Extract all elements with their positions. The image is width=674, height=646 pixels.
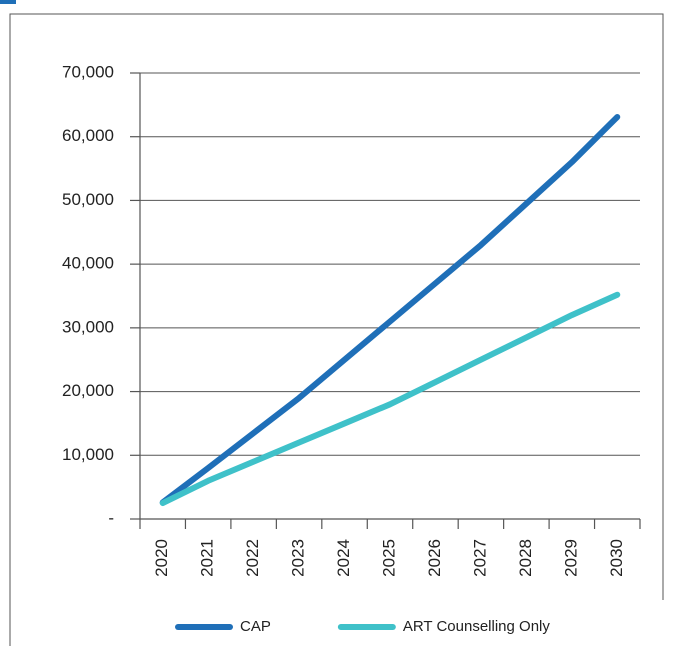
y-tick-label: 10,000 — [62, 445, 114, 464]
y-tick-label: 30,000 — [62, 317, 114, 336]
x-tick-label: 2024 — [334, 539, 353, 577]
x-tick-label: 2029 — [561, 539, 580, 577]
line — [159, 113, 621, 506]
legend-label: ART Counselling Only — [403, 618, 551, 635]
y-tick-label: 20,000 — [62, 381, 114, 400]
x-tick-label: 2025 — [379, 539, 398, 577]
x-tick-label: 2026 — [425, 539, 444, 577]
x-tick-label: 2020 — [152, 539, 171, 577]
y-tick-label: 50,000 — [62, 190, 114, 209]
legend-label: CAP — [240, 618, 271, 635]
y-tick-label: 40,000 — [62, 254, 114, 273]
frame — [9, 13, 664, 646]
x-tick-label: 2023 — [289, 539, 308, 577]
y-tick-label: 60,000 — [62, 126, 114, 145]
x-tick-label: 2030 — [607, 539, 626, 577]
line — [159, 291, 621, 507]
corner-accent — [0, 0, 16, 4]
x-tick-label: 2021 — [198, 539, 217, 577]
x-tick-label: 2027 — [470, 539, 489, 577]
y-tick-label: 70,000 — [62, 62, 114, 81]
x-tick-label: 2028 — [516, 539, 535, 577]
x-tick-label: 2022 — [243, 539, 262, 577]
y-tick-label: - — [108, 508, 114, 527]
